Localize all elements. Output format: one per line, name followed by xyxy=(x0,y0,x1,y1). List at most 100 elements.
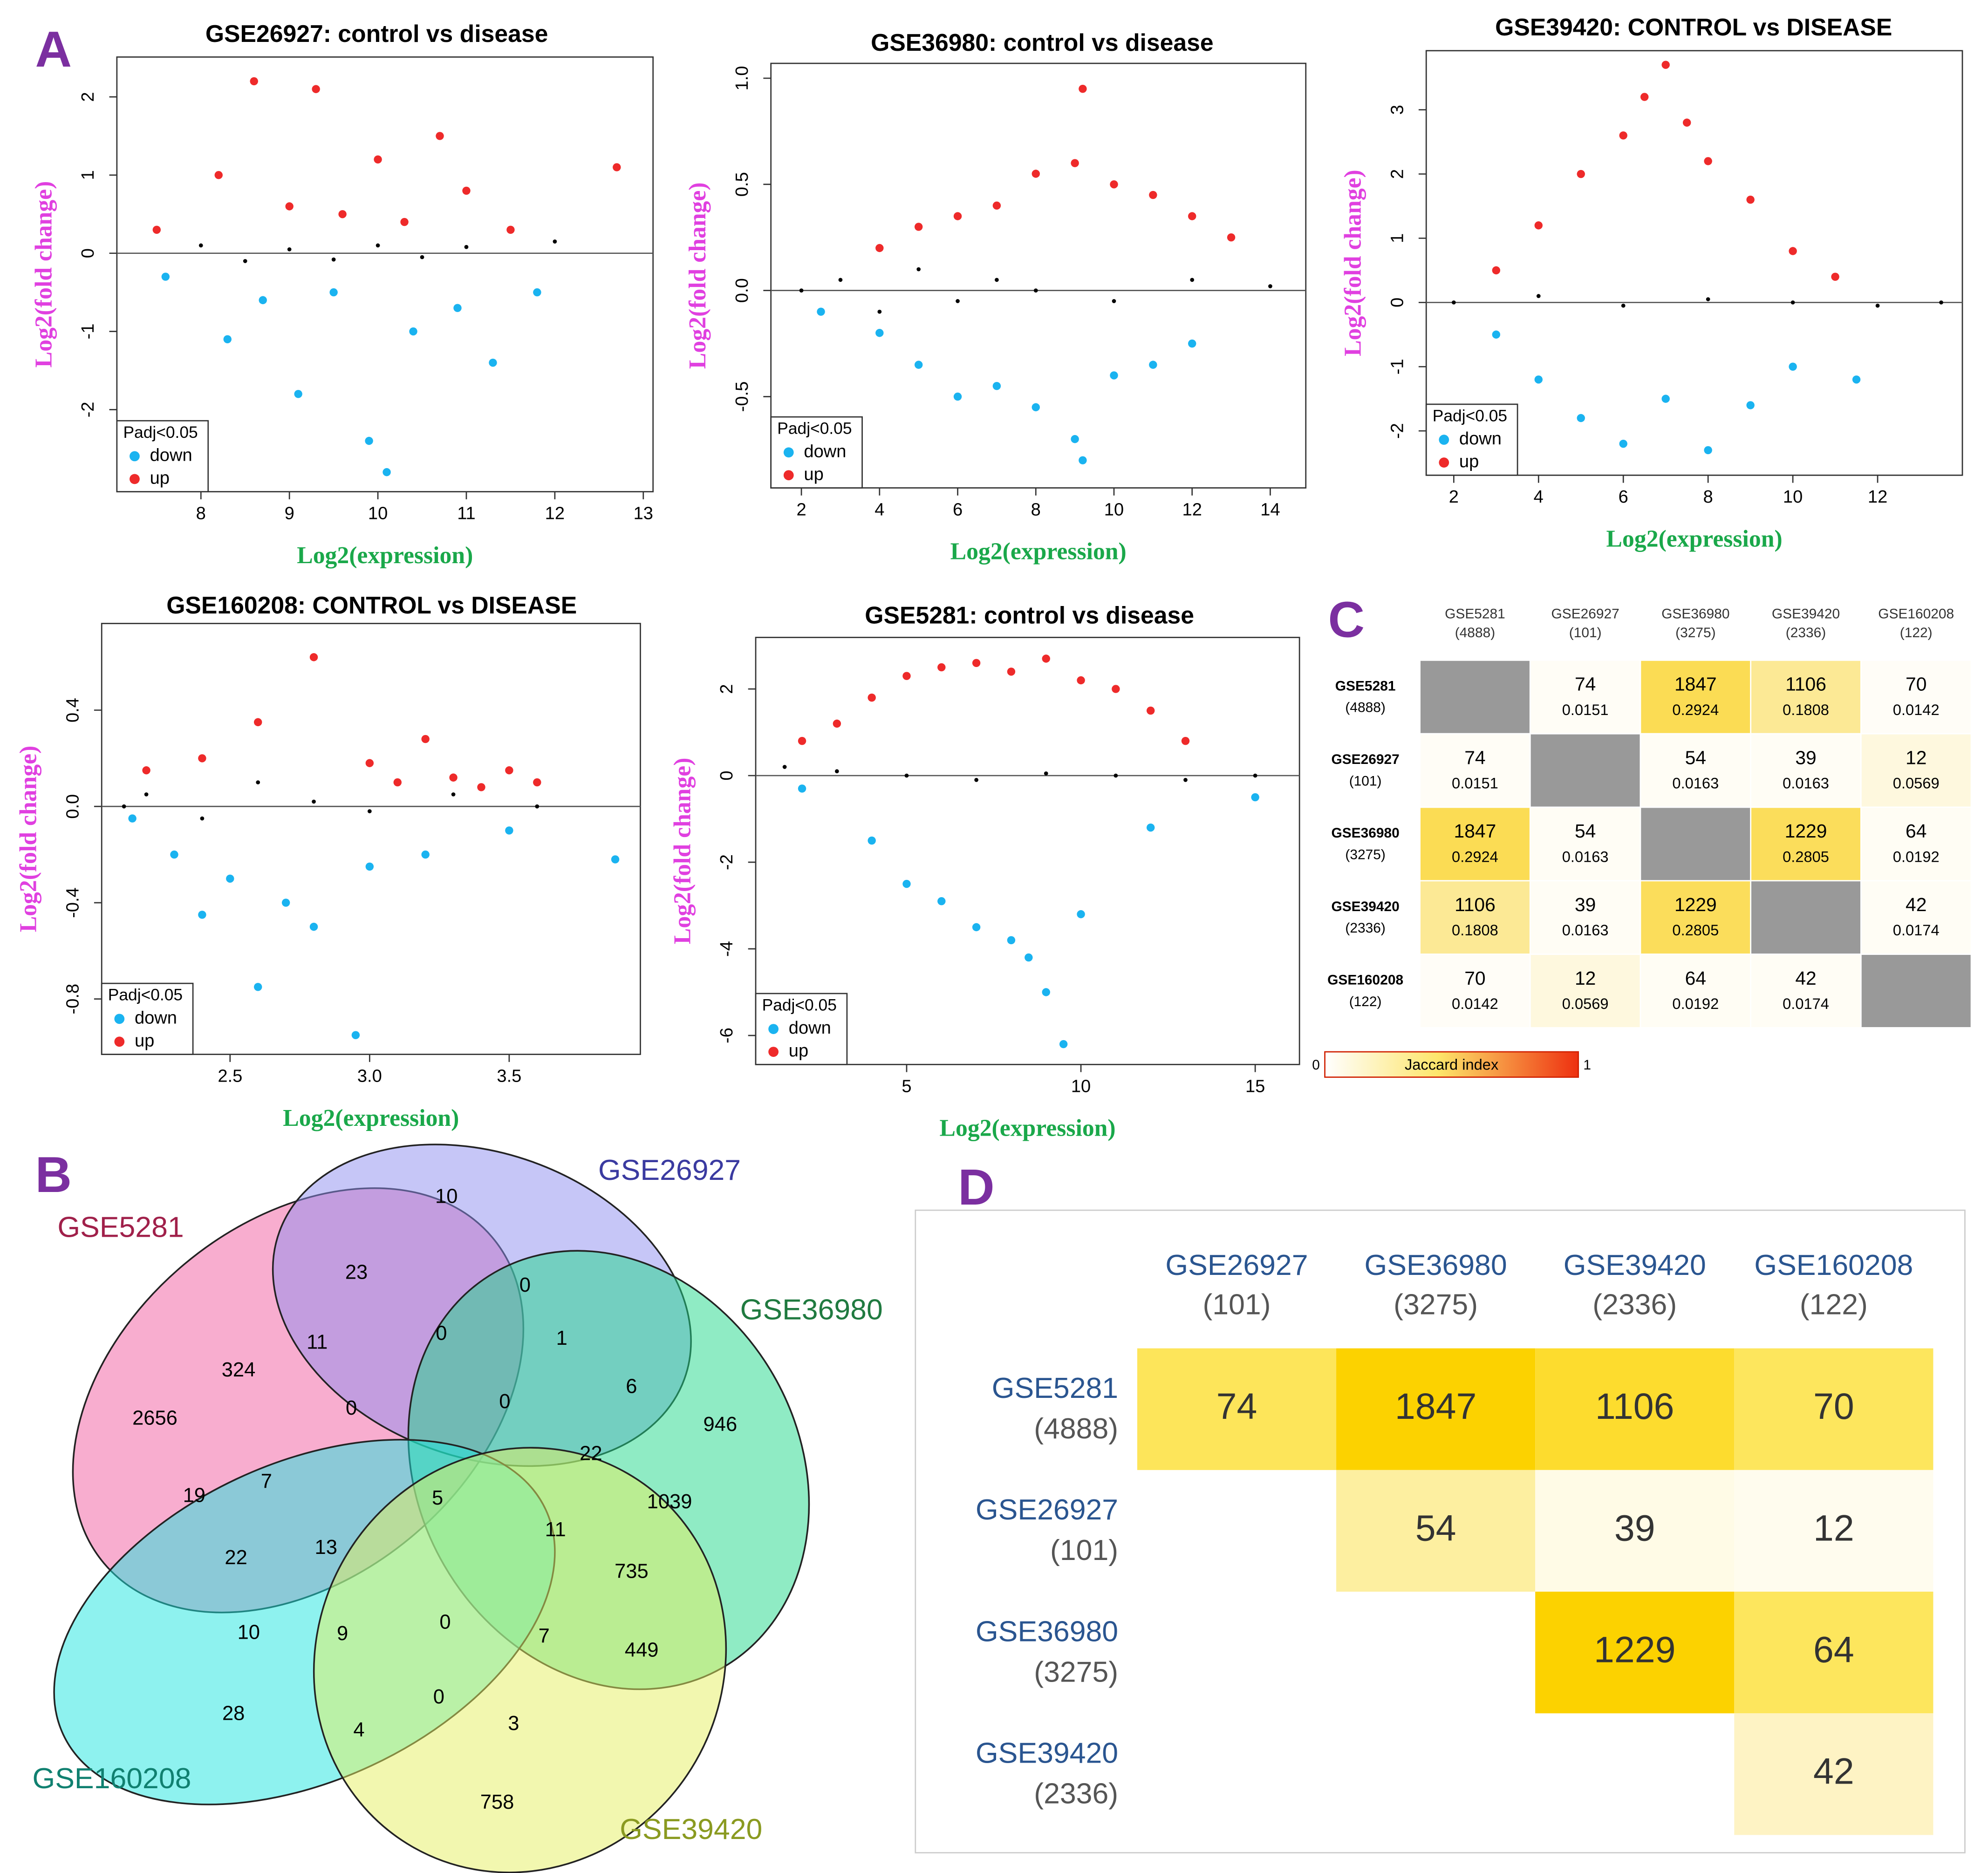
point xyxy=(1536,294,1541,298)
legend-label: up xyxy=(789,1041,808,1061)
set-label: GSE26927 xyxy=(598,1154,741,1186)
point xyxy=(331,257,336,262)
x-tick-label: 12 xyxy=(545,504,565,524)
region-count: 23 xyxy=(345,1261,368,1284)
x-tick-label: 2 xyxy=(1449,487,1459,507)
row-label: GSE36980 xyxy=(976,1615,1118,1648)
legend-title: Padj<0.05 xyxy=(777,420,852,438)
point xyxy=(122,804,126,809)
point xyxy=(1492,266,1501,275)
x-tick-label: 10 xyxy=(368,504,388,524)
point xyxy=(1227,233,1236,242)
point xyxy=(338,210,347,218)
point xyxy=(1268,284,1272,288)
y-tick-label: 0.0 xyxy=(63,794,82,819)
cell xyxy=(1640,733,1752,808)
point xyxy=(914,223,923,231)
cell-value: 54 xyxy=(1575,820,1596,842)
cell xyxy=(1419,806,1531,882)
point xyxy=(393,778,402,787)
cell-value: 39 xyxy=(1575,894,1596,915)
cell-value: 12 xyxy=(1813,1507,1854,1548)
cell-value: 1229 xyxy=(1594,1629,1675,1670)
point xyxy=(1112,299,1116,303)
region-count: 10 xyxy=(238,1621,260,1643)
point xyxy=(254,718,262,727)
x-tick-label: 15 xyxy=(1245,1076,1265,1096)
cell-value: 70 xyxy=(1906,674,1927,695)
x-tick-label: 4 xyxy=(874,500,884,519)
legend-swatch xyxy=(130,451,140,462)
cell-value: 70 xyxy=(1813,1386,1854,1427)
panel-letter: B xyxy=(35,1146,72,1203)
cell-value: 70 xyxy=(1464,967,1485,989)
y-axis-label: Log2(fold change) xyxy=(669,758,696,945)
cell-value: 1229 xyxy=(1785,820,1827,842)
point xyxy=(489,358,497,367)
cell xyxy=(1640,660,1752,735)
point xyxy=(1188,339,1196,348)
column-count: (2336) xyxy=(1592,1288,1677,1321)
y-tick-label: 2 xyxy=(78,92,98,102)
cell-jaccard: 0.2924 xyxy=(1452,848,1498,865)
region-count: 19 xyxy=(183,1484,205,1506)
point xyxy=(798,736,806,745)
region-count: 22 xyxy=(225,1546,247,1569)
point xyxy=(256,780,260,784)
point xyxy=(223,335,232,344)
column-label: GSE26927 xyxy=(1165,1249,1308,1281)
point xyxy=(1661,395,1670,403)
y-tick-label: -2 xyxy=(78,402,98,417)
cell-value: 42 xyxy=(1906,894,1927,915)
chart-title: GSE5281: control vs disease xyxy=(865,602,1194,629)
cell xyxy=(1734,1592,1933,1714)
region-count: 9 xyxy=(337,1622,348,1645)
row-count: (122) xyxy=(1349,994,1382,1009)
plot-frame xyxy=(1425,50,1963,476)
row-count: (3275) xyxy=(1034,1655,1118,1688)
point xyxy=(1534,375,1543,384)
legend-swatch xyxy=(1439,435,1449,445)
point xyxy=(956,299,960,303)
x-axis-label: Log2(expression) xyxy=(283,1105,459,1131)
point xyxy=(1619,439,1627,448)
diagonal-cell xyxy=(1750,880,1862,955)
point xyxy=(421,850,430,859)
point xyxy=(553,239,557,244)
cell-value: 1229 xyxy=(1674,894,1717,915)
point xyxy=(1077,676,1085,685)
column-label: GSE39420 xyxy=(1564,1249,1706,1281)
point xyxy=(914,361,923,369)
cell-value: 42 xyxy=(1795,967,1816,989)
point xyxy=(1577,414,1585,422)
point xyxy=(1190,278,1195,282)
legend-label: down xyxy=(804,442,846,461)
point xyxy=(421,735,430,743)
region-count: 22 xyxy=(580,1443,602,1465)
point xyxy=(436,132,444,140)
cell xyxy=(1750,806,1862,882)
y-tick-label: -2 xyxy=(717,854,737,870)
point xyxy=(798,784,806,793)
set-label: GSE39420 xyxy=(620,1813,762,1846)
column-label: GSE36980 xyxy=(1661,606,1729,621)
cell-value: 12 xyxy=(1906,747,1927,768)
cell xyxy=(1640,954,1752,1028)
row-label: GSE5281 xyxy=(1335,678,1396,694)
cell xyxy=(1750,954,1862,1028)
column-count: (101) xyxy=(1569,625,1602,640)
point xyxy=(329,288,338,297)
point xyxy=(365,862,374,871)
legend-title: Padj<0.05 xyxy=(1433,407,1507,425)
row-count: (101) xyxy=(1050,1534,1118,1567)
point xyxy=(1746,195,1755,204)
point xyxy=(992,201,1001,210)
cell-value: 39 xyxy=(1614,1507,1655,1548)
set-label: GSE5281 xyxy=(57,1211,184,1243)
column-label: GSE160208 xyxy=(1878,606,1954,621)
cell xyxy=(1860,733,1972,808)
cell xyxy=(1419,880,1531,955)
cell-jaccard: 0.0174 xyxy=(1783,995,1829,1012)
point xyxy=(1577,170,1585,178)
point xyxy=(351,1031,360,1039)
